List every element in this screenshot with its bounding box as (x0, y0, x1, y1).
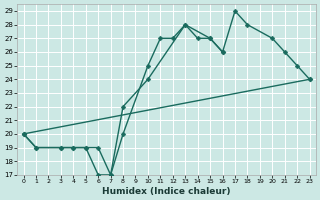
X-axis label: Humidex (Indice chaleur): Humidex (Indice chaleur) (102, 187, 231, 196)
